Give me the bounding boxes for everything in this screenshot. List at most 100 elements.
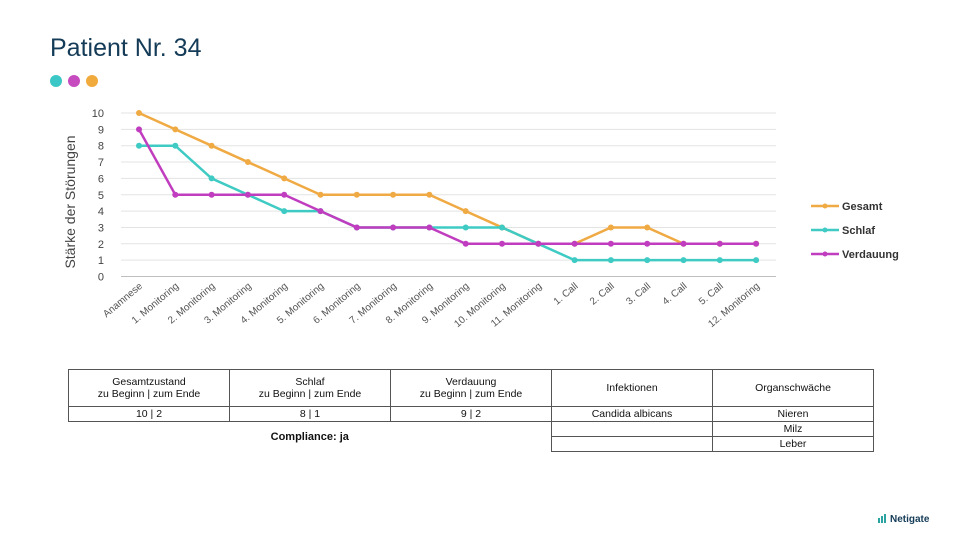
chart-legend: Gesamt Schlaf Verdauung [811,201,899,261]
organ-cell: Nieren [712,406,874,422]
table-row: Compliance: ja Milz [69,421,874,443]
data-point-gesamt [353,191,360,198]
x-tick-label: 2. Call [588,281,617,308]
data-point-verdauung [136,126,142,133]
header-verdauung: Verdauung zu Beginn | zum Ende [390,369,552,407]
y-tick-label: 5 [98,190,104,202]
legend-label: Gesamt [842,201,883,213]
legend-label: Schlaf [842,225,875,237]
chart-series [136,110,760,264]
y-tick-label: 0 [98,272,104,284]
y-tick-label: 3 [98,222,104,234]
data-point-schlaf [172,142,179,149]
infektion-cell [551,421,713,437]
data-point-gesamt [390,191,397,198]
decorative-dot-teal [50,75,62,87]
data-point-verdauung [172,191,179,198]
data-point-schlaf [607,257,614,264]
data-point-verdauung [499,240,505,247]
series-line-verdauung [137,128,757,246]
data-point-verdauung [244,191,251,198]
data-point-verdauung [208,191,215,198]
y-tick-label: 9 [98,124,104,136]
data-point-gesamt [426,191,433,198]
data-point-verdauung [462,240,469,247]
chart-grid [121,112,776,277]
data-point-schlaf [208,175,215,182]
organ-cell: Leber [712,436,874,452]
value-schlaf: 8 | 1 [229,406,391,422]
infektion-cell [551,436,713,452]
header-gesamtzustand: Gesamtzustand zu Beginn | zum Ende [68,369,230,407]
header-infektionen: Infektionen [551,369,713,407]
header-line1: Infektionen [606,382,658,394]
y-axis-ticks: 0 1 2 3 4 5 6 7 8 9 10 [92,108,104,284]
header-line1: Verdauung [445,376,497,388]
data-point-schlaf [136,142,142,149]
compliance-text: Compliance: ja [270,430,349,443]
x-tick-label: 3. Call [624,281,653,308]
decorative-dot-magenta [68,75,80,87]
header-line1: Schlaf [295,376,325,388]
data-point-verdauung [281,191,288,198]
data-point-gesamt [644,224,651,231]
header-line1: Organschwäche [755,382,831,394]
data-point-gesamt [607,224,614,231]
data-point-gesamt [172,126,179,133]
data-point-schlaf [644,257,651,264]
data-point-schlaf [716,257,723,264]
y-tick-label: 7 [98,157,104,169]
table-row: Leber [69,436,874,452]
data-point-verdauung [353,224,360,231]
logo-text: Netigate [890,514,930,525]
data-point-schlaf [571,257,578,264]
data-point-verdauung [753,240,760,247]
data-point-gesamt [244,159,251,166]
data-point-schlaf [680,257,687,264]
value-verdauung: 9 | 2 [390,406,552,422]
data-point-verdauung [680,240,687,247]
data-point-gesamt [462,208,469,215]
data-point-verdauung [390,224,397,231]
legend-label: Verdauung [842,249,899,261]
x-tick-label: 5. Call [697,281,726,308]
data-point-verdauung [716,240,723,247]
summary-table: Gesamtzustand zu Beginn | zum Ende Schla… [68,369,874,452]
logo-bars-icon [878,514,887,523]
data-point-schlaf [281,208,288,215]
legend-marker [822,251,828,257]
data-point-verdauung [317,208,324,215]
organ-cell: Milz [712,421,874,437]
y-tick-label: 6 [98,173,104,185]
series-line-gesamt [138,111,757,246]
x-tick-label: 4. Call [661,281,690,308]
decorative-dot-orange [86,75,98,87]
data-point-gesamt [136,110,142,116]
y-tick-label: 10 [92,108,104,120]
y-axis-label: Stärke der Störungen [62,135,78,268]
y-tick-label: 4 [98,206,104,218]
data-point-verdauung [426,224,433,231]
table-row: 10 | 2 8 | 1 9 | 2 Candida albicans Nier… [68,406,874,422]
data-point-gesamt [208,142,215,149]
data-point-schlaf [753,257,760,264]
header-organschwaeche: Organschwäche [712,369,874,407]
netigate-logo: Netigate [878,514,929,525]
data-point-gesamt [317,191,324,198]
table-header-row: Gesamtzustand zu Beginn | zum Ende Schla… [68,369,874,407]
data-point-schlaf [499,224,505,231]
header-line1: Gesamtzustand [112,376,186,388]
legend-marker [822,203,828,209]
y-tick-label: 1 [98,255,104,267]
data-point-gesamt [281,175,288,182]
y-tick-label: 2 [98,239,104,251]
header-schlaf: Schlaf zu Beginn | zum Ende [229,369,391,407]
series-line-schlaf [139,144,757,262]
x-tick-label: 1. Call [552,281,581,308]
data-point-verdauung [571,240,578,247]
header-line2: zu Beginn | zum Ende [258,388,362,400]
value-gesamtzustand: 10 | 2 [68,406,230,422]
page-title: Patient Nr. 34 [50,34,202,62]
